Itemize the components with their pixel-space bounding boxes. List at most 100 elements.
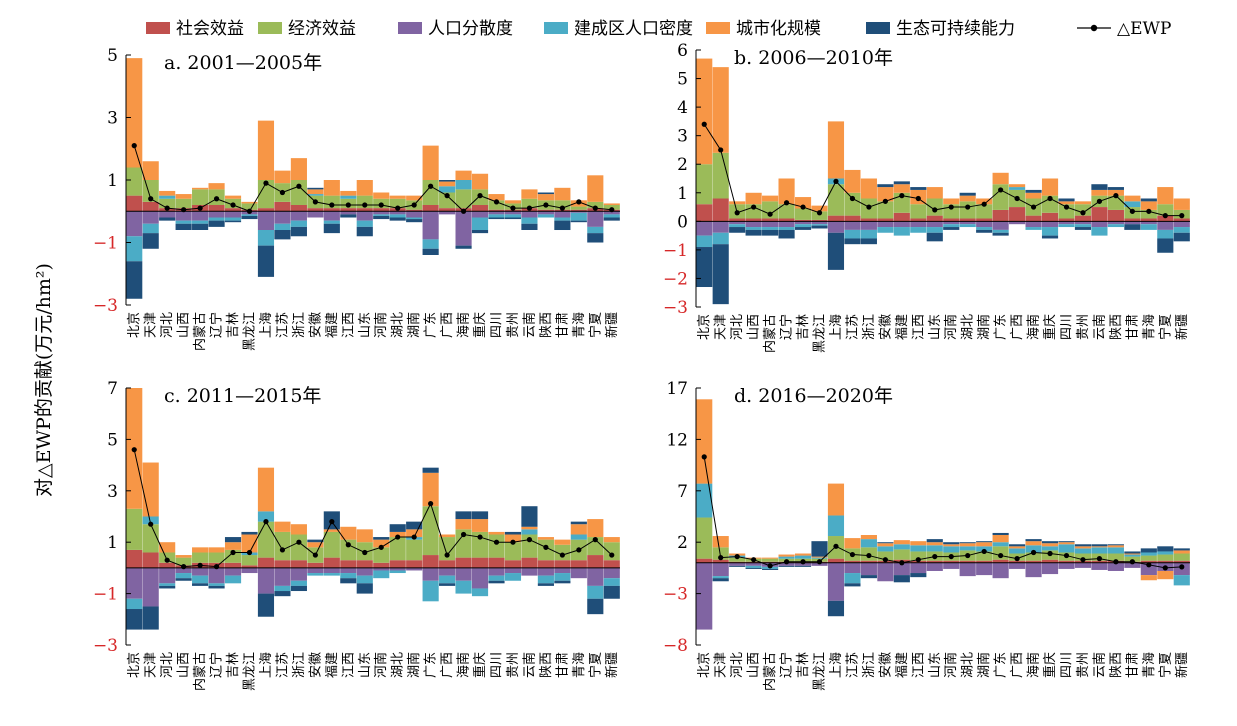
bar-ecological-8 bbox=[827, 600, 845, 617]
bar-economic-21 bbox=[1041, 195, 1059, 213]
bar-ecological-14 bbox=[356, 583, 373, 594]
bar-ecological-20 bbox=[1025, 539, 1042, 542]
bar-ecological-9 bbox=[844, 238, 861, 245]
bar-density-29 bbox=[1173, 227, 1190, 233]
ewp-point-3 bbox=[751, 557, 757, 563]
bar-economic-20 bbox=[455, 529, 472, 558]
bar-ecological-18 bbox=[422, 467, 439, 473]
bar-ecological-20 bbox=[455, 245, 472, 249]
bar-density-13 bbox=[340, 195, 357, 199]
bar-economic-27 bbox=[1140, 555, 1157, 561]
bar-social-21 bbox=[471, 557, 489, 568]
x-tick-label: 上海 bbox=[829, 314, 844, 340]
bar-ecological-21 bbox=[471, 511, 489, 520]
ewp-point-26 bbox=[1129, 559, 1135, 565]
bar-urbanization-1 bbox=[712, 67, 729, 153]
bar-urbanization-23 bbox=[1074, 546, 1092, 549]
ewp-point-6 bbox=[230, 549, 236, 556]
bar-urbanization-17 bbox=[976, 198, 993, 205]
bar-density-20 bbox=[1025, 227, 1042, 230]
bar-urbanization-14 bbox=[926, 542, 943, 546]
ewp-point-23 bbox=[1080, 210, 1086, 216]
bar-urbanization-16 bbox=[389, 195, 406, 199]
x-tick-label: 新疆 bbox=[1174, 314, 1190, 340]
bar-urbanization-17 bbox=[406, 195, 423, 201]
bar-ecological-4 bbox=[192, 223, 209, 230]
y-tick-label: 12 bbox=[666, 430, 688, 450]
bar-ecological-2 bbox=[159, 585, 176, 589]
bar-dispersion-16 bbox=[389, 567, 406, 571]
bar-economic-13 bbox=[910, 204, 927, 219]
x-tick-label: 北京 bbox=[127, 312, 142, 338]
y-tick-label: −3 bbox=[93, 296, 118, 316]
bar-urbanization-26 bbox=[554, 539, 571, 545]
bar-economic-23 bbox=[504, 542, 522, 561]
bar-ecological-19 bbox=[439, 583, 456, 586]
bar-social-6 bbox=[794, 219, 812, 222]
bar-density-27 bbox=[570, 534, 587, 540]
legend-swatch-social bbox=[146, 22, 170, 34]
bar-social-3 bbox=[745, 218, 762, 222]
bar-social-9 bbox=[844, 215, 861, 222]
ewp-point-7 bbox=[816, 559, 823, 565]
bar-dispersion-11 bbox=[877, 562, 894, 582]
bar-ecological-24 bbox=[1091, 184, 1108, 190]
ewp-point-10 bbox=[866, 204, 872, 210]
ewp-point-25 bbox=[543, 202, 549, 208]
bar-dispersion-26 bbox=[554, 567, 571, 574]
x-tick-label: 青海 bbox=[1142, 314, 1157, 340]
x-tick-label: 黑龙江 bbox=[243, 652, 258, 691]
bar-density-3 bbox=[175, 220, 192, 224]
x-tick-label: 河北 bbox=[160, 652, 175, 678]
x-tick-label: 江西 bbox=[911, 652, 926, 678]
bar-density-24 bbox=[521, 529, 538, 535]
ewp-point-7 bbox=[816, 210, 823, 216]
ewp-point-1 bbox=[718, 555, 724, 561]
bar-density-5 bbox=[778, 227, 795, 230]
bar-urbanization-5 bbox=[778, 178, 795, 205]
x-tick-label: 河南 bbox=[373, 312, 389, 338]
x-tick-label: 云南 bbox=[521, 312, 537, 338]
bar-urbanization-10 bbox=[290, 158, 307, 181]
x-tick-label: 湖南 bbox=[406, 312, 422, 338]
bar-dispersion-8 bbox=[827, 562, 845, 601]
bar-density-22 bbox=[488, 575, 505, 581]
bar-urbanization-24 bbox=[1091, 189, 1108, 196]
bar-dispersion-16 bbox=[389, 211, 406, 215]
bar-dispersion-17 bbox=[406, 211, 423, 218]
ewp-point-24 bbox=[526, 537, 533, 543]
bar-economic-3 bbox=[745, 204, 762, 219]
bar-density-11 bbox=[307, 573, 324, 576]
bar-ecological-18 bbox=[992, 232, 1009, 236]
bar-density-9 bbox=[844, 229, 861, 239]
bar-economic-22 bbox=[488, 534, 505, 558]
bar-ecological-22 bbox=[1058, 541, 1075, 543]
x-tick-label: 重庆 bbox=[472, 312, 488, 338]
ewp-point-26 bbox=[559, 205, 565, 211]
ewp-point-23 bbox=[510, 539, 516, 545]
bar-social-20 bbox=[455, 557, 472, 568]
bar-social-27 bbox=[570, 560, 587, 568]
x-tick-label: 天津 bbox=[714, 652, 729, 678]
legend-label-density: 建成区人口密度 bbox=[574, 19, 693, 39]
bar-urbanization-24 bbox=[521, 526, 538, 530]
bar-dispersion-13 bbox=[910, 221, 927, 228]
y-tick-label: −1 bbox=[93, 585, 118, 605]
bar-ecological-27 bbox=[1140, 198, 1157, 202]
bar-social-15 bbox=[373, 562, 390, 568]
bar-urbanization-25 bbox=[1107, 545, 1124, 548]
ewp-point-21 bbox=[1047, 195, 1053, 202]
bar-economic-26 bbox=[554, 200, 571, 210]
bar-density-27 bbox=[570, 212, 587, 221]
bar-dispersion-21 bbox=[471, 211, 489, 218]
bar-dispersion-6 bbox=[224, 211, 242, 218]
x-tick-label: 广东 bbox=[994, 652, 1009, 678]
bar-urbanization-20 bbox=[455, 519, 472, 530]
bar-density-2 bbox=[729, 224, 746, 228]
bar-social-13 bbox=[340, 208, 357, 212]
bar-density-24 bbox=[1091, 227, 1108, 236]
bar-social-2 bbox=[729, 561, 746, 563]
bar-dispersion-12 bbox=[893, 221, 910, 228]
x-tick-label: 山西 bbox=[177, 652, 192, 678]
ewp-point-22 bbox=[1063, 552, 1070, 559]
